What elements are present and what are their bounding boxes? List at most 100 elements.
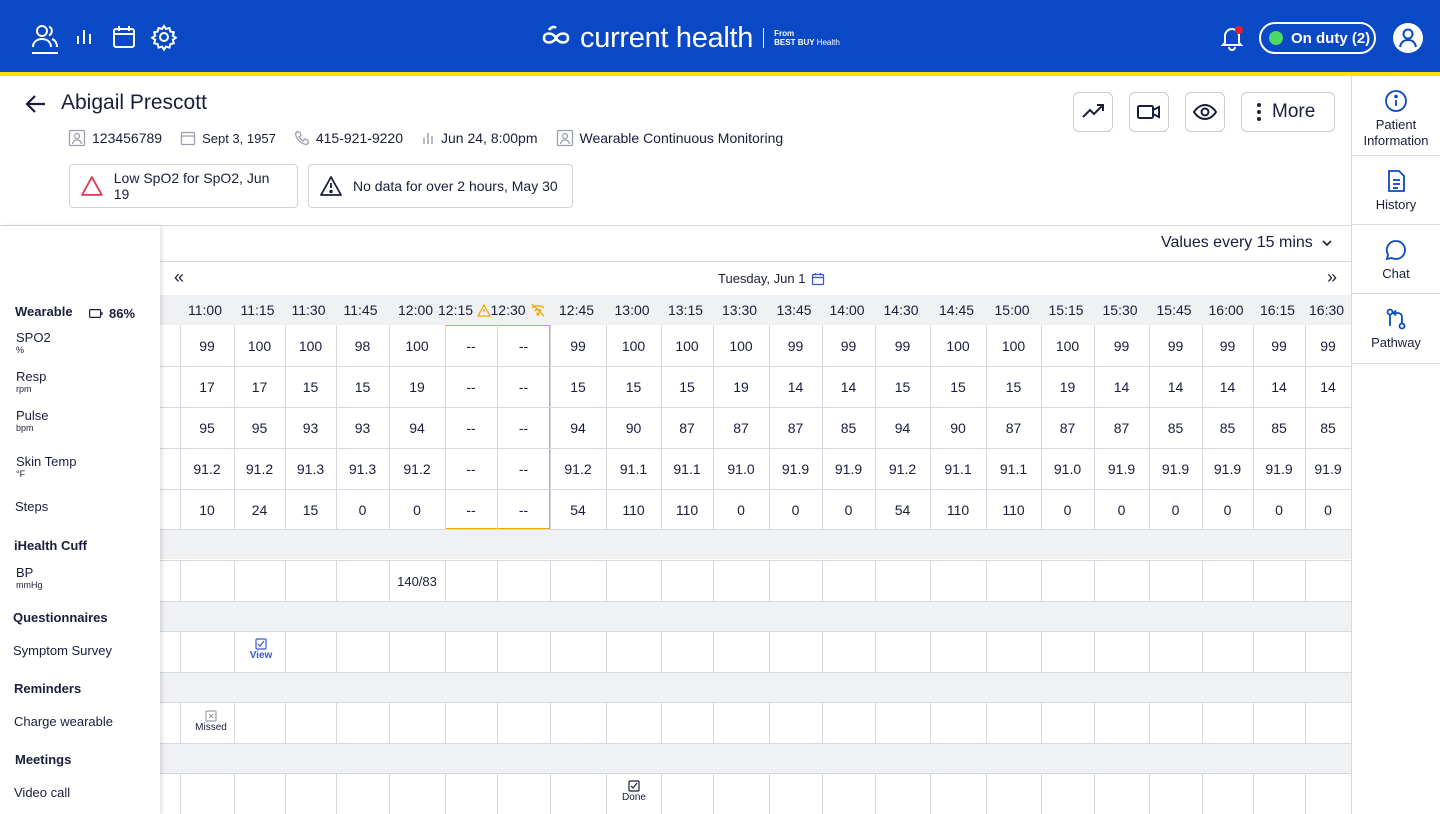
column-divider [336, 702, 337, 743]
tab-chat[interactable]: Chat [1352, 225, 1440, 294]
column-divider [1253, 631, 1254, 672]
trends-button[interactable] [1073, 92, 1113, 132]
top-bar [0, 0, 1440, 72]
alert-chip-no-data[interactable]: No data for over 2 hours, May 30 [308, 164, 573, 208]
bp-reading-cell[interactable]: 140/83 [397, 574, 437, 589]
kebab-icon [1257, 103, 1261, 121]
vital-value-cell: 91.9 [834, 461, 863, 477]
vital-value-cell: 0 [1223, 502, 1232, 518]
vital-value-cell: 15 [302, 379, 319, 395]
on-duty-toggle[interactable]: On duty (2) [1259, 22, 1376, 54]
symptom-survey-view-link[interactable]: View [249, 638, 273, 661]
calendar-icon[interactable] [109, 22, 139, 52]
group-questionnaires: Questionnaires [13, 610, 108, 625]
warning-icon [477, 303, 492, 317]
row-label-video-call: Video call [14, 785, 71, 800]
interval-select[interactable]: Values every 15 mins [1161, 234, 1333, 252]
column-divider [606, 325, 607, 529]
user-avatar[interactable] [1393, 23, 1423, 53]
time-label: 16:00 [1208, 302, 1244, 318]
vital-value-cell: 85 [1167, 420, 1184, 436]
settings-icon[interactable] [149, 22, 179, 52]
next-day-button[interactable]: » [1326, 267, 1337, 287]
back-arrow-icon[interactable] [24, 92, 48, 116]
video-call-done[interactable]: Done [621, 780, 647, 803]
vital-value-cell: 100 [298, 338, 323, 354]
time-label: 12:45 [559, 302, 595, 318]
time-label: 13:15 [668, 302, 704, 318]
column-divider [875, 631, 876, 672]
column-divider [180, 325, 181, 529]
vital-value-cell: 99 [570, 338, 586, 354]
more-label: More [1272, 101, 1316, 122]
column-divider [1149, 560, 1150, 601]
on-duty-status-dot [1269, 31, 1283, 45]
tab-label: Pathway [1371, 335, 1421, 350]
brand-from: From BEST BUY Health [774, 29, 840, 47]
column-divider [1253, 560, 1254, 601]
column-divider [389, 560, 390, 601]
vital-value-cell: -- [466, 338, 476, 354]
interval-select-label: Values every 15 mins [1161, 234, 1313, 251]
column-divider [1305, 325, 1306, 529]
vital-value-cell: 91.0 [1053, 461, 1082, 477]
analytics-icon[interactable] [70, 22, 100, 52]
vital-value-cell: 19 [733, 379, 749, 395]
vital-value-cell: 54 [894, 502, 911, 518]
patients-icon[interactable] [30, 22, 60, 54]
person-badge-icon [556, 129, 573, 147]
column-divider [497, 325, 498, 529]
column-divider [1149, 631, 1150, 672]
column-divider [713, 631, 714, 672]
vital-value-cell: 90 [950, 420, 966, 436]
column-divider [606, 702, 607, 743]
patient-last-reading: Jun 24, 8:00pm [421, 130, 538, 146]
vital-value-cell: 85 [1320, 420, 1336, 436]
column-divider [986, 773, 987, 814]
time-column-header: 14:30 [884, 302, 919, 318]
column-divider [1202, 702, 1203, 743]
alert-chip-low-spo2[interactable]: Low SpO2 for SpO2, Jun 19 [69, 164, 298, 208]
brand-logo: current health From BEST BUY Health [540, 20, 840, 56]
battery-indicator: 86% [89, 306, 135, 321]
group-band [160, 529, 1351, 559]
brand-partner-suffix: Health [816, 38, 840, 47]
watch-button[interactable] [1185, 92, 1225, 132]
row-label-bp: BP [16, 565, 34, 580]
done-label: Done [622, 792, 646, 803]
group-band [160, 601, 1351, 631]
patient-program-value: Wearable Continuous Monitoring [579, 130, 784, 146]
vital-value-cell: 91.9 [1213, 461, 1242, 477]
row-label-pulse: Pulse [16, 408, 49, 423]
column-divider [1094, 325, 1095, 529]
vital-value-cell: 15 [354, 379, 371, 395]
vital-value-cell: 91.2 [245, 461, 274, 477]
patient-last-reading-value: Jun 24, 8:00pm [441, 130, 538, 146]
on-duty-label: On duty (2) [1291, 29, 1371, 47]
vital-value-cell: 15 [570, 379, 586, 395]
row-divider [160, 672, 1351, 673]
vital-value-cell: -- [518, 461, 529, 477]
column-divider [769, 631, 770, 672]
column-divider [930, 773, 931, 814]
tab-patient-information[interactable]: Patient Information [1352, 76, 1440, 156]
more-button[interactable]: More [1241, 92, 1335, 132]
column-divider [234, 325, 235, 529]
time-column-header: 12:15 [438, 302, 492, 318]
tab-pathway[interactable]: Pathway [1352, 294, 1440, 364]
vital-value-cell: 14 [1271, 379, 1287, 395]
tab-history[interactable]: History [1352, 156, 1440, 225]
alert-triangle-icon [81, 176, 103, 196]
group-band [160, 672, 1351, 702]
vital-value-cell: -- [518, 379, 529, 395]
vital-value-cell: -- [466, 502, 476, 518]
time-column-header: 16:30 [1309, 302, 1344, 318]
vital-value-cell: 0 [791, 502, 800, 518]
vital-value-cell: 95 [199, 420, 215, 436]
row-divider [160, 448, 1351, 449]
video-call-button[interactable] [1129, 92, 1169, 132]
time-column-header: 15:45 [1157, 302, 1192, 318]
previous-day-button[interactable]: « [174, 267, 185, 287]
column-divider [875, 702, 876, 743]
date-label[interactable]: Tuesday, Jun 1 [718, 271, 825, 286]
